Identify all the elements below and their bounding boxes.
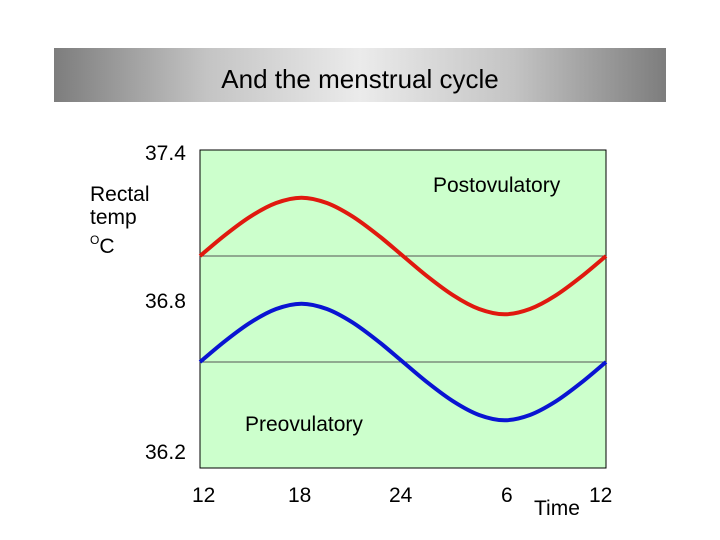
y-axis-label: Rectal temp OC bbox=[90, 183, 150, 258]
y-axis-label-line2: temp bbox=[90, 206, 137, 229]
postovulatory-series-line bbox=[198, 195, 608, 317]
x-tick-label-12-start: 12 bbox=[192, 484, 216, 507]
x-tick-label-12-end: 12 bbox=[589, 484, 613, 507]
x-tick-label-18: 18 bbox=[288, 484, 312, 507]
y-axis-label-line1: Rectal bbox=[90, 183, 150, 206]
y-tick-label-36-2: 36.2 bbox=[145, 441, 186, 464]
x-tick-label-24: 24 bbox=[389, 484, 413, 507]
plot-area bbox=[199, 149, 607, 469]
unit-letter: C bbox=[99, 235, 115, 258]
title-bar: And the menstrual cycle bbox=[54, 48, 666, 102]
y-axis-label-unit: OC bbox=[90, 229, 150, 258]
y-tick-label-37-4: 37.4 bbox=[145, 142, 186, 165]
postovulatory-label: Postovulatory bbox=[433, 174, 561, 197]
x-tick-label-6: 6 bbox=[501, 484, 513, 507]
y-tick-label-36-8: 36.8 bbox=[145, 290, 186, 313]
preovulatory-series-line bbox=[198, 301, 608, 423]
preovulatory-label: Preovulatory bbox=[245, 413, 363, 436]
degree-sup: O bbox=[90, 233, 100, 247]
slide-title: And the menstrual cycle bbox=[221, 64, 499, 94]
x-axis-label: Time bbox=[534, 497, 580, 520]
